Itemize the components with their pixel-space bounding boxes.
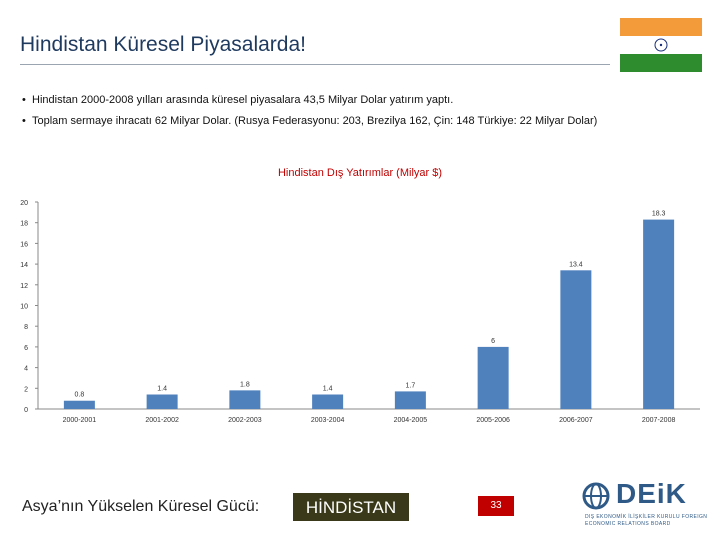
y-tick-label: 6: [24, 345, 28, 352]
y-tick-label: 14: [20, 262, 28, 269]
bar: [560, 270, 592, 409]
logo-wordmark: DEiK: [616, 478, 687, 509]
y-tick-label: 18: [20, 221, 28, 228]
bullet-text: Toplam sermaye ihracatı 62 Milyar Dolar.…: [32, 115, 598, 127]
footer-caption: Asya’nın Yükselen Küresel Gücü:: [22, 498, 260, 515]
bar: [643, 219, 675, 409]
bar-value-label: 1.7: [406, 382, 416, 389]
y-tick-label: 10: [20, 304, 28, 311]
x-tick-label: 2001-2002: [145, 417, 179, 424]
bullet-text: Hindistan 2000-2008 yılları arasında kür…: [32, 94, 454, 106]
bar-value-label: 18.3: [652, 211, 666, 218]
y-tick-label: 2: [24, 386, 28, 393]
chart-title: Hindistan Dış Yatırımlar (Milyar $): [277, 167, 443, 179]
bar: [477, 346, 509, 409]
y-tick-label: 0: [24, 407, 28, 414]
bar: [229, 390, 261, 409]
bar: [63, 400, 95, 409]
bar-value-label: 1.4: [157, 386, 167, 393]
bar: [312, 394, 344, 409]
bar-value-label: 1.8: [240, 381, 250, 388]
bar-value-label: 6: [491, 338, 495, 345]
y-tick-label: 12: [20, 283, 28, 290]
footer-highlight-box: HİNDİSTAN: [293, 493, 409, 521]
slide-title: Hindistan Küresel Piyasalarda!: [20, 33, 306, 56]
page-number-badge: 33: [478, 496, 514, 516]
x-tick-label: 2007-2008: [642, 417, 676, 424]
x-tick-label: 2005-2006: [476, 417, 510, 424]
y-tick-label: 4: [24, 366, 28, 373]
bullet-dot: •: [22, 115, 26, 127]
x-tick-label: 2002-2003: [228, 417, 262, 424]
title-rule: [20, 64, 610, 65]
bullet-dot: •: [22, 94, 26, 106]
bullet-2: • Toplam sermaye ihracatı 62 Milyar Dolar…: [22, 115, 597, 127]
x-tick-label: 2004-2005: [394, 417, 428, 424]
bar-value-label: 0.8: [75, 392, 85, 399]
bar: [146, 394, 178, 409]
deik-globe-logo-icon: [582, 482, 610, 510]
x-tick-label: 2006-2007: [559, 417, 593, 424]
bar-value-label: 1.4: [323, 386, 333, 393]
logo-subtext: DIŞ EKONOMİK İLİŞKİLER KURULU FOREIGN EC…: [585, 514, 708, 527]
x-tick-label: 2000-2001: [63, 417, 97, 424]
x-tick-label: 2003-2004: [311, 417, 345, 424]
bullet-1: • Hindistan 2000-2008 yılları arasında kü…: [22, 94, 453, 106]
bar: [394, 391, 426, 409]
y-tick-label: 20: [20, 200, 28, 207]
y-tick-label: 8: [24, 324, 28, 331]
india-flag-icon: [620, 18, 702, 72]
y-tick-label: 16: [20, 241, 28, 248]
bar-value-label: 13.4: [569, 261, 583, 268]
